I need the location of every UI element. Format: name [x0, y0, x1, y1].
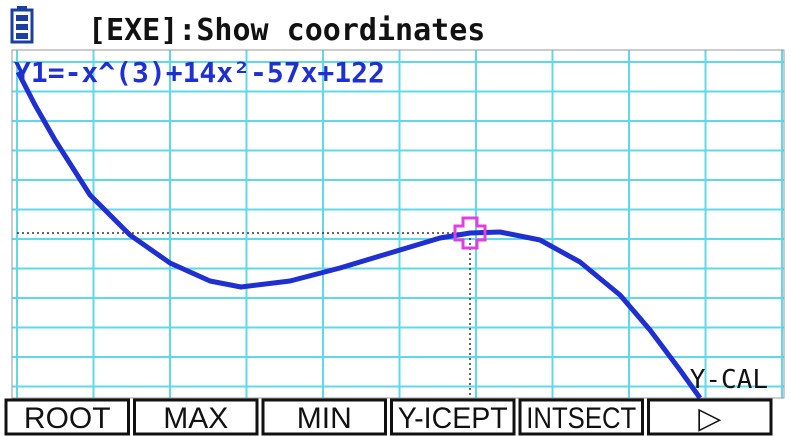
graph-frame — [11, 49, 785, 399]
menu-key-label[interactable]: ROOT — [24, 402, 111, 435]
menu-key[interactable] — [133, 398, 259, 436]
mode-label: Y-CAL — [690, 365, 768, 395]
menu-key-label[interactable]: MAX — [163, 402, 228, 435]
menu-key[interactable] — [390, 398, 516, 436]
menu-key[interactable] — [647, 398, 773, 436]
battery-icon — [10, 6, 34, 44]
function-label: Y1=-x^(3)+14x²-57x+122 — [14, 56, 385, 89]
function-curve — [15, 70, 703, 400]
menu-key[interactable] — [4, 398, 130, 436]
function-menu: ROOT MAX MIN Y-ICEPT INTSECT ▷ — [4, 398, 773, 436]
menu-key-label[interactable]: Y-ICEPT — [398, 402, 508, 435]
trace-cursor — [453, 216, 487, 250]
status-title: [EXE]:Show coordinates — [88, 13, 485, 48]
grid — [12, 50, 784, 398]
menu-key[interactable] — [518, 398, 644, 436]
menu-key-label[interactable]: MIN — [297, 402, 352, 435]
menu-key[interactable] — [261, 398, 387, 436]
menu-key-label[interactable]: ▷ — [698, 402, 721, 435]
menu-key-label[interactable]: INTSECT — [526, 402, 636, 435]
